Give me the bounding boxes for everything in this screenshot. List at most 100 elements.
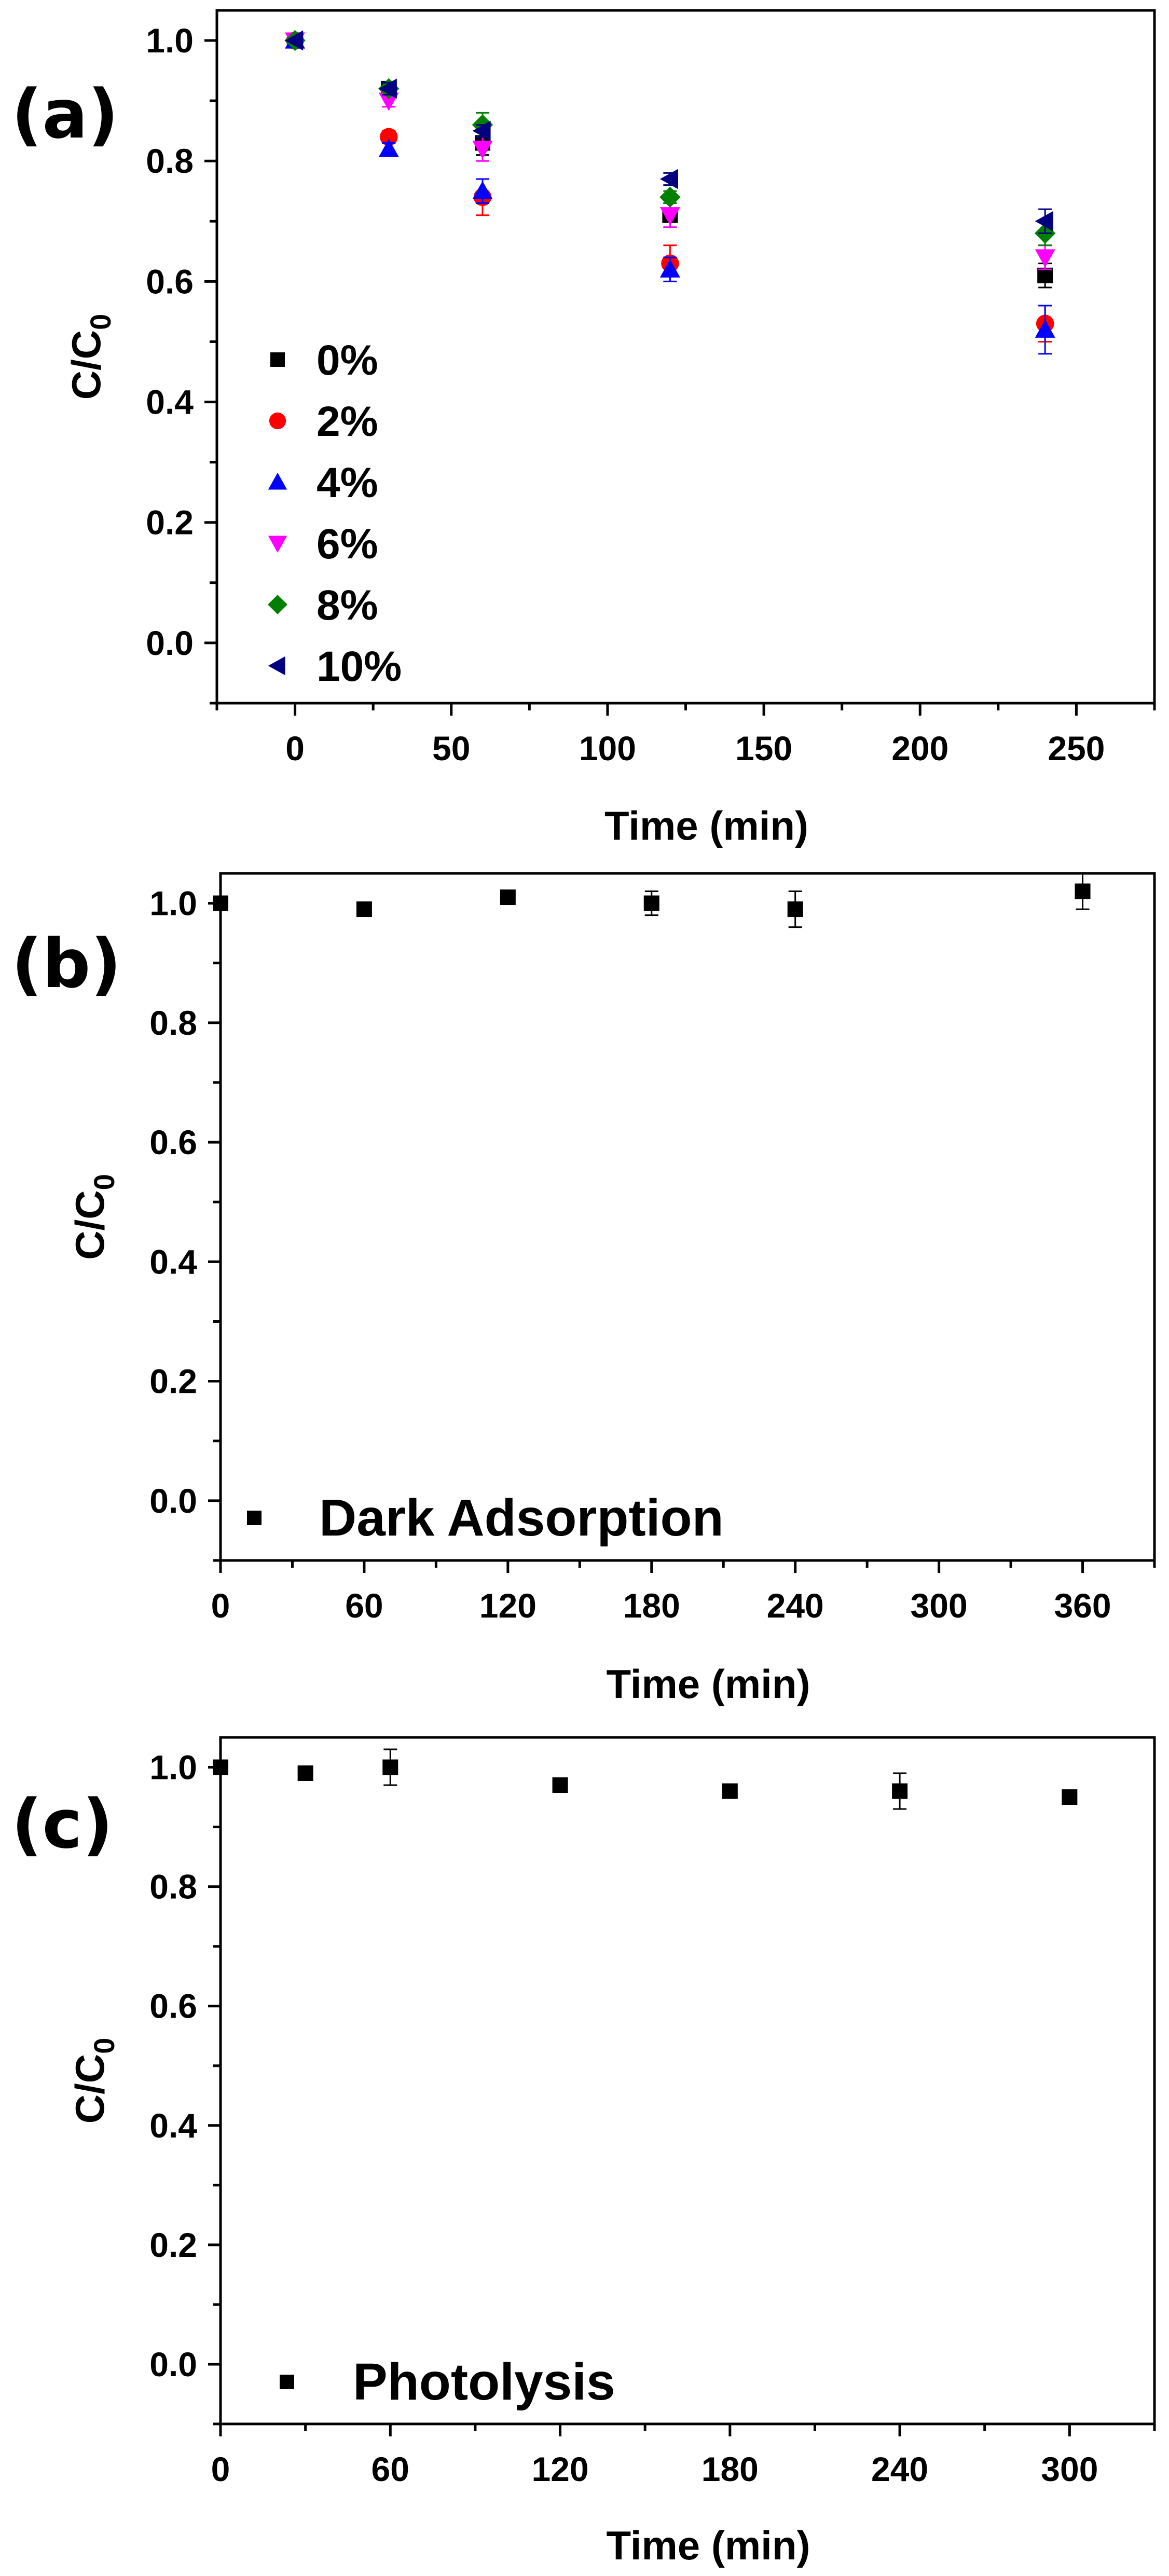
y-tick-label: 0.0	[149, 1482, 197, 1520]
data-point	[1035, 319, 1055, 338]
x-tick-label: 200	[891, 729, 948, 768]
x-tick-label: 300	[911, 1586, 968, 1625]
panel-label: (b)	[11, 924, 121, 1003]
x-tick-label: 300	[1041, 2450, 1098, 2488]
chart-panel-3: 0 60 120 180 240 300 0.0 0.2 0.4 0.6 0.8 1.0 Time (m…	[11, 1736, 1156, 2568]
y-tick-label: 0.8	[149, 1868, 197, 1906]
data-point	[659, 186, 681, 208]
legend-label: 4%	[317, 459, 378, 506]
data-point	[378, 92, 399, 111]
x-tick-label: 50	[432, 729, 470, 768]
x-tick-label: 250	[1048, 729, 1105, 768]
y-tick-label: 0.6	[149, 1987, 197, 2025]
legend-marker	[280, 2375, 294, 2389]
data-point	[787, 901, 803, 917]
legend-label: 2%	[317, 398, 378, 445]
y-axis-title-subscript: 0	[88, 1174, 120, 1190]
y-tick-label: 0.4	[149, 2106, 197, 2145]
data-point	[378, 139, 399, 157]
y-tick-label: 0.2	[149, 1362, 197, 1401]
plot-frame	[219, 872, 1156, 1562]
data-point	[472, 120, 491, 141]
x-tick-label: 360	[1054, 1586, 1111, 1625]
y-tick-label: 0.2	[149, 2226, 197, 2264]
x-tick-label: 180	[702, 2450, 759, 2488]
data-point	[659, 259, 680, 278]
data-point	[472, 181, 493, 199]
data-point	[1037, 267, 1053, 283]
y-axis-title-subscript: 0	[88, 2038, 120, 2054]
y-tick-label: 0.8	[146, 142, 194, 180]
x-tick-label: 120	[531, 2450, 588, 2488]
data-point	[297, 1765, 313, 1782]
x-axis-title: Time (min)	[604, 803, 808, 848]
x-tick-label: 100	[579, 729, 636, 768]
legend-marker	[268, 656, 285, 676]
y-axis-title-subscript: 0	[84, 314, 117, 330]
series-6-	[285, 32, 1055, 270]
data-point	[500, 889, 516, 906]
data-point	[1062, 1789, 1078, 1805]
legend-marker	[270, 352, 285, 367]
data-point	[380, 128, 398, 146]
data-point	[285, 30, 304, 51]
y-tick-label: 1.0	[149, 1748, 197, 1787]
y-axis-title-main: C/C	[67, 1190, 113, 1259]
legend-label: Dark Adsorption	[319, 1489, 724, 1547]
panel-label: (c)	[11, 1785, 113, 1864]
y-tick-label: 0.0	[146, 624, 194, 662]
chart-panel-1: 0 50 100 150 200 250 0.0 0.2 0.4 0.6 0.8 1.0 Time (m…	[11, 9, 1156, 848]
data-point	[213, 1759, 228, 1775]
y-tick-label: 0.4	[146, 383, 194, 421]
data-point	[1075, 883, 1091, 899]
x-tick-label: 0	[211, 1586, 230, 1625]
series-dark-adsorption	[213, 872, 1091, 928]
x-tick-label: 120	[479, 1586, 537, 1625]
data-point	[356, 901, 372, 917]
x-tick-label: 240	[871, 2450, 928, 2488]
data-point	[659, 207, 680, 226]
data-point	[722, 1783, 738, 1799]
series-photolysis	[213, 1748, 1078, 1810]
legend-marker	[268, 536, 287, 553]
x-tick-label: 60	[345, 1586, 383, 1625]
legend-label: 6%	[317, 520, 378, 568]
legend-label: 10%	[317, 643, 402, 690]
data-point	[552, 1777, 568, 1793]
data-point	[643, 895, 659, 911]
x-tick-label: 60	[372, 2450, 409, 2488]
chart-panel-2: 0 60 120 180 240 300 360 0.0 0.2 0.4 0.6 0.8 1.0 Time…	[11, 872, 1156, 1707]
y-axis-title: C/C0	[63, 314, 117, 400]
series-10-	[285, 30, 1053, 235]
y-axis-title: C/C0	[67, 2038, 120, 2124]
x-axis-title: Time (min)	[607, 1661, 810, 1707]
y-tick-label: 0.8	[149, 1004, 197, 1042]
data-point	[892, 1783, 908, 1799]
y-tick-label: 0.6	[146, 262, 194, 300]
y-tick-label: 0.2	[146, 503, 194, 542]
plot-frame	[219, 1736, 1156, 2426]
x-tick-label: 0	[285, 729, 305, 768]
legend-marker	[269, 412, 286, 430]
y-tick-label: 1.0	[149, 884, 197, 923]
x-tick-label: 240	[767, 1586, 824, 1625]
data-point	[213, 895, 228, 911]
x-tick-label: 0	[211, 2450, 230, 2488]
x-tick-label: 180	[623, 1586, 680, 1625]
y-axis-title-main: C/C	[67, 2054, 113, 2123]
legend-label: 8%	[317, 582, 378, 629]
legend-label: Photolysis	[353, 2353, 615, 2411]
data-point	[472, 141, 493, 159]
x-axis-title: Time (min)	[607, 2523, 810, 2568]
y-tick-label: 0.6	[149, 1123, 197, 1161]
y-axis-title: C/C0	[67, 1174, 120, 1260]
data-point	[378, 78, 397, 99]
legend-marker	[268, 472, 287, 490]
y-tick-label: 0.0	[149, 2345, 197, 2383]
legend-marker	[268, 595, 287, 614]
y-axis-title-main: C/C	[63, 330, 109, 400]
legend-marker	[247, 1511, 262, 1525]
data-point	[659, 169, 678, 189]
data-point	[1035, 249, 1055, 268]
